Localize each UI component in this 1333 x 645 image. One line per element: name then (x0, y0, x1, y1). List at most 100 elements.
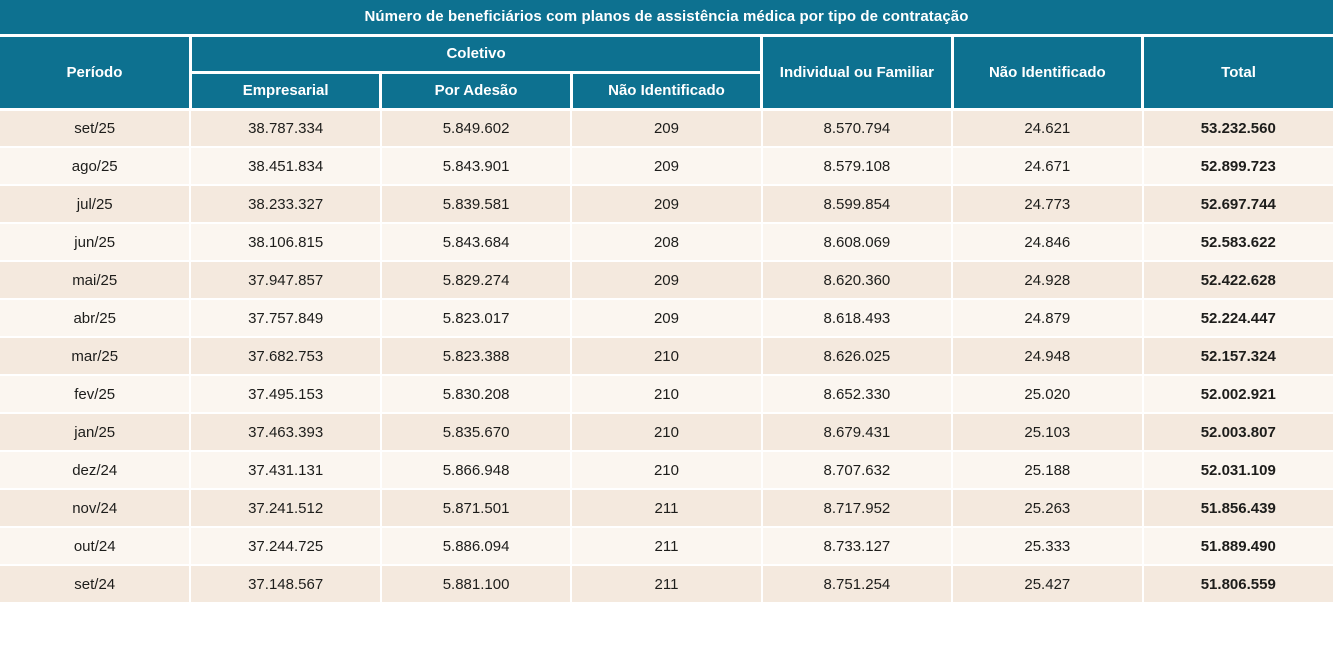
cell-periodo: mar/25 (0, 337, 192, 376)
cell-por-adesao: 5.886.094 (379, 527, 573, 566)
cell-nao-identificado: 25.020 (951, 375, 1144, 414)
cell-total: 52.002.921 (1141, 375, 1333, 414)
cell-periodo: dez/24 (0, 451, 192, 490)
cell-coletivo-nao-identificado: 210 (570, 413, 763, 452)
header-row-subgroups: Empresarial Por Adesão Não Identificado (0, 70, 1333, 111)
table-header: Número de beneficiários com planos de as… (0, 0, 1333, 111)
cell-total: 52.697.744 (1141, 185, 1333, 224)
cell-individual-ou-familiar: 8.751.254 (760, 565, 954, 604)
cell-por-adesao: 5.829.274 (379, 261, 573, 300)
cell-empresarial: 37.244.725 (189, 527, 382, 566)
cell-empresarial: 37.431.131 (189, 451, 382, 490)
header-empresarial: Empresarial (188, 70, 383, 111)
cell-coletivo-nao-identificado: 209 (570, 299, 763, 338)
cell-nao-identificado: 25.333 (951, 527, 1144, 566)
cell-individual-ou-familiar: 8.620.360 (760, 261, 954, 300)
cell-periodo: ago/25 (0, 147, 192, 186)
cell-empresarial: 37.241.512 (189, 489, 382, 528)
cell-por-adesao: 5.843.684 (379, 223, 573, 262)
cell-total: 52.031.109 (1141, 451, 1333, 490)
cell-individual-ou-familiar: 8.579.108 (760, 147, 954, 186)
cell-total: 53.232.560 (1141, 109, 1333, 148)
cell-periodo: set/24 (0, 565, 192, 604)
cell-coletivo-nao-identificado: 211 (570, 527, 763, 566)
header-row-groups: Período Coletivo Individual ou Familiar … (0, 33, 1333, 111)
cell-nao-identificado: 25.103 (951, 413, 1144, 452)
cell-nao-identificado: 24.671 (951, 147, 1144, 186)
cell-periodo: fev/25 (0, 375, 192, 414)
cell-empresarial: 37.757.849 (189, 299, 382, 338)
cell-por-adesao: 5.849.602 (379, 109, 573, 148)
cell-individual-ou-familiar: 8.707.632 (760, 451, 954, 490)
cell-periodo: jul/25 (0, 185, 192, 224)
cell-empresarial: 38.233.327 (189, 185, 382, 224)
cell-empresarial: 37.148.567 (189, 565, 382, 604)
cell-nao-identificado: 24.948 (951, 337, 1144, 376)
header-individual-ou-familiar: Individual ou Familiar (760, 33, 954, 111)
cell-total: 52.157.324 (1141, 337, 1333, 376)
cell-individual-ou-familiar: 8.608.069 (760, 223, 954, 262)
cell-por-adesao: 5.835.670 (379, 413, 573, 452)
cell-individual-ou-familiar: 8.570.794 (760, 109, 954, 148)
cell-individual-ou-familiar: 8.618.493 (760, 299, 954, 338)
cell-total: 51.806.559 (1141, 565, 1333, 604)
cell-periodo: out/24 (0, 527, 192, 566)
table-row: ago/25 38.451.834 5.843.901 209 8.579.108 24.… (0, 147, 1333, 186)
cell-periodo: set/25 (0, 109, 192, 148)
table-row: mar/25 37.682.753 5.823.388 210 8.626.025 24.… (0, 337, 1333, 376)
cell-total: 51.889.490 (1141, 527, 1333, 566)
cell-total: 51.856.439 (1141, 489, 1333, 528)
table-title: Número de beneficiários com planos de as… (0, 0, 1333, 37)
cell-total: 52.583.622 (1141, 223, 1333, 262)
table-row: nov/24 37.241.512 5.871.501 211 8.717.952 25.… (0, 489, 1333, 528)
table-row: set/24 37.148.567 5.881.100 211 8.751.254 25.… (0, 565, 1333, 604)
table-row: set/25 38.787.334 5.849.602 209 8.570.794 24.… (0, 109, 1333, 148)
header-nao-identificado: Não Identificado (950, 33, 1145, 111)
cell-individual-ou-familiar: 8.599.854 (760, 185, 954, 224)
cell-total: 52.224.447 (1141, 299, 1333, 338)
cell-coletivo-nao-identificado: 211 (570, 565, 763, 604)
header-coletivo-nao-identificado: Não Identificado (569, 70, 764, 111)
cell-coletivo-nao-identificado: 211 (570, 489, 763, 528)
cell-por-adesao: 5.830.208 (379, 375, 573, 414)
cell-coletivo-nao-identificado: 209 (570, 261, 763, 300)
beneficiaries-table: Número de beneficiários com planos de as… (0, 0, 1333, 604)
cell-nao-identificado: 24.928 (951, 261, 1144, 300)
table-row: jul/25 38.233.327 5.839.581 209 8.599.854 24.… (0, 185, 1333, 224)
cell-individual-ou-familiar: 8.652.330 (760, 375, 954, 414)
cell-periodo: mai/25 (0, 261, 192, 300)
cell-individual-ou-familiar: 8.679.431 (760, 413, 954, 452)
header-por-adesao: Por Adesão (379, 70, 573, 111)
cell-por-adesao: 5.871.501 (379, 489, 573, 528)
cell-coletivo-nao-identificado: 208 (570, 223, 763, 262)
cell-por-adesao: 5.881.100 (379, 565, 573, 604)
cell-empresarial: 38.106.815 (189, 223, 382, 262)
cell-nao-identificado: 25.427 (951, 565, 1144, 604)
cell-coletivo-nao-identificado: 210 (570, 337, 763, 376)
cell-individual-ou-familiar: 8.733.127 (760, 527, 954, 566)
cell-total: 52.899.723 (1141, 147, 1333, 186)
cell-total: 52.422.628 (1141, 261, 1333, 300)
cell-por-adesao: 5.839.581 (379, 185, 573, 224)
table-row: fev/25 37.495.153 5.830.208 210 8.652.330 25.… (0, 375, 1333, 414)
cell-total: 52.003.807 (1141, 413, 1333, 452)
table-row: jun/25 38.106.815 5.843.684 208 8.608.069 24.… (0, 223, 1333, 262)
cell-por-adesao: 5.843.901 (379, 147, 573, 186)
cell-empresarial: 37.682.753 (189, 337, 382, 376)
cell-periodo: nov/24 (0, 489, 192, 528)
cell-periodo: jan/25 (0, 413, 192, 452)
cell-empresarial: 37.463.393 (189, 413, 382, 452)
cell-empresarial: 37.495.153 (189, 375, 382, 414)
cell-por-adesao: 5.823.388 (379, 337, 573, 376)
cell-periodo: jun/25 (0, 223, 192, 262)
cell-periodo: abr/25 (0, 299, 192, 338)
header-total: Total (1141, 33, 1333, 111)
table-row: jan/25 37.463.393 5.835.670 210 8.679.431 25.… (0, 413, 1333, 452)
cell-empresarial: 37.947.857 (189, 261, 382, 300)
cell-coletivo-nao-identificado: 209 (570, 109, 763, 148)
cell-coletivo-nao-identificado: 210 (570, 375, 763, 414)
cell-coletivo-nao-identificado: 209 (570, 147, 763, 186)
cell-por-adesao: 5.823.017 (379, 299, 573, 338)
cell-nao-identificado: 25.263 (951, 489, 1144, 528)
